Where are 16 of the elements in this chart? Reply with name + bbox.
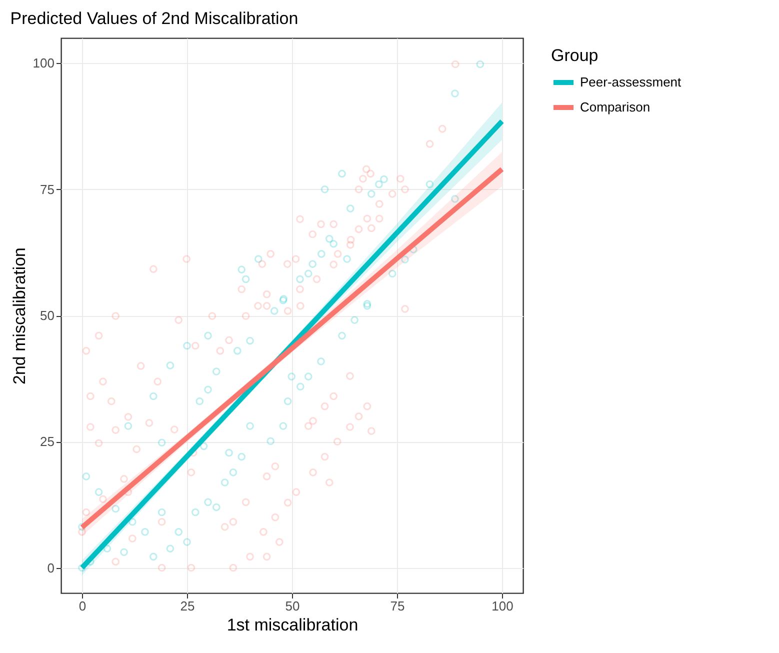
chart-title: Predicted Values of 2nd Miscalibration [10,9,298,28]
x-tick-label: 50 [285,598,300,614]
x-tick-label: 0 [78,598,86,614]
y-axis-title: 2nd miscalibration [10,247,29,385]
legend-label: Comparison [580,100,650,114]
legend-label: Peer-assessment [580,74,682,90]
y-tick-label: 0 [47,560,54,576]
x-tick-label: 100 [492,598,514,614]
x-axis-title: 1st miscalibration [226,616,358,634]
y-tick-label: 75 [40,182,54,197]
x-tick-label: 75 [390,598,405,614]
legend-title: Group [551,46,598,65]
y-tick-label: 50 [40,308,54,323]
x-tick-label: 25 [180,598,195,614]
y-tick-label: 100 [32,56,54,71]
y-tick-label: 25 [40,434,54,450]
